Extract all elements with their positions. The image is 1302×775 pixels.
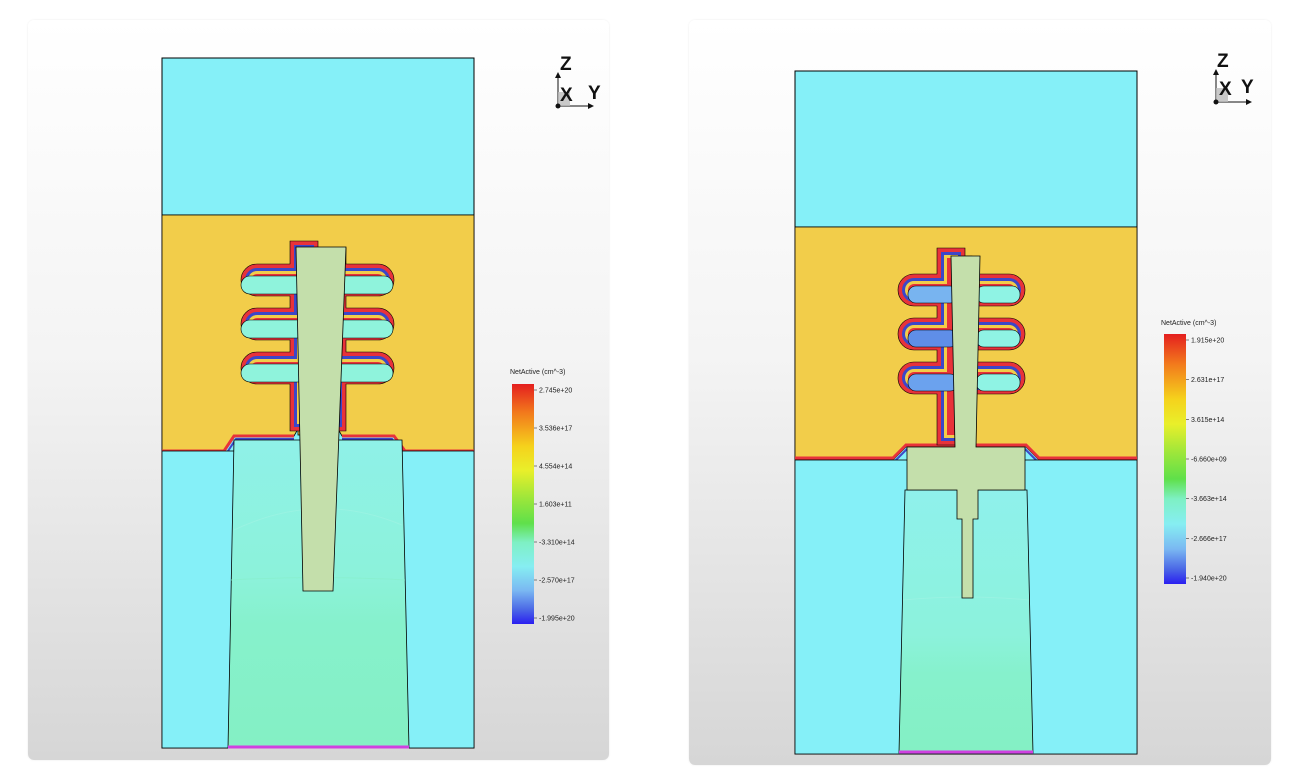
right-cavity-top-left <box>907 285 959 304</box>
right-colorbar-tick-label: -3.663e+14 <box>1191 496 1227 503</box>
right-simulation-view: Z X Y NetActive (cm^-3) 1.915e+20 2.631e+… <box>689 20 1271 765</box>
right-central-pillar <box>906 255 1026 599</box>
left-colorbar-tick-label: 4.554e+14 <box>539 464 572 471</box>
right-axis-triad: Z X Y <box>1213 51 1254 105</box>
left-legend-title: NetActive (cm^-3) <box>510 369 565 376</box>
left-top-oxide-layer <box>161 57 475 216</box>
right-device-plot: Z X Y NetActive (cm^-3) 1.915e+20 2.631e+… <box>794 51 1254 755</box>
left-axis-z-label: Z <box>560 54 572 75</box>
left-colorbar-tick-label: -3.310e+14 <box>539 540 575 547</box>
right-legend-title: NetActive (cm^-3) <box>1161 320 1216 327</box>
right-legend: NetActive (cm^-3) 1.915e+20 2.631e+17 3.61… <box>1161 320 1227 584</box>
left-axis-x-label: X <box>560 85 573 106</box>
right-colorbar-tick-label: -2.666e+17 <box>1191 536 1227 543</box>
right-axis-z-label: Z <box>1217 51 1229 72</box>
left-simulation-view: Z X Y NetActive (cm^-3) 2.745e+20 3.536e+… <box>28 20 609 760</box>
right-cavity-bottom-left <box>907 373 959 392</box>
left-axis-y-label: Y <box>588 83 601 104</box>
right-axis-y-label: Y <box>1241 77 1254 98</box>
left-legend: NetActive (cm^-3) 2.745e+20 3.536e+17 4.55… <box>510 369 575 624</box>
left-colorbar-tick-label: -2.570e+17 <box>539 578 575 585</box>
right-axis-x-label: X <box>1219 79 1232 100</box>
right-colorbar-tick-label: -1.940e+20 <box>1191 576 1227 583</box>
right-colorbar-tick-label: -6.660e+09 <box>1191 457 1227 464</box>
left-colorbar-tick-label: 3.536e+17 <box>539 426 572 433</box>
right-colorbar <box>1164 334 1186 584</box>
left-colorbar-tick-label: 1.603e+11 <box>539 502 572 509</box>
right-top-oxide-layer <box>794 70 1138 228</box>
left-device-plot: Z X Y NetActive (cm^-3) 2.745e+20 3.536e+… <box>161 54 601 749</box>
right-colorbar-tick-label: 2.631e+17 <box>1191 377 1224 384</box>
right-cavity-middle-left <box>907 329 959 348</box>
right-cavity-bottom-right <box>975 373 1021 392</box>
right-cavity-middle-right <box>975 329 1021 348</box>
left-axis-triad: Z X Y <box>555 54 601 109</box>
right-cavity-top-right <box>975 285 1021 304</box>
right-colorbar-tick-label: 1.915e+20 <box>1191 338 1224 345</box>
right-colorbar-tick-label: 3.615e+14 <box>1191 417 1224 424</box>
left-colorbar-tick-label: -1.995e+20 <box>539 616 575 623</box>
left-colorbar <box>512 384 534 624</box>
left-central-pillar <box>295 246 347 592</box>
left-colorbar-tick-label: 2.745e+20 <box>539 388 572 395</box>
